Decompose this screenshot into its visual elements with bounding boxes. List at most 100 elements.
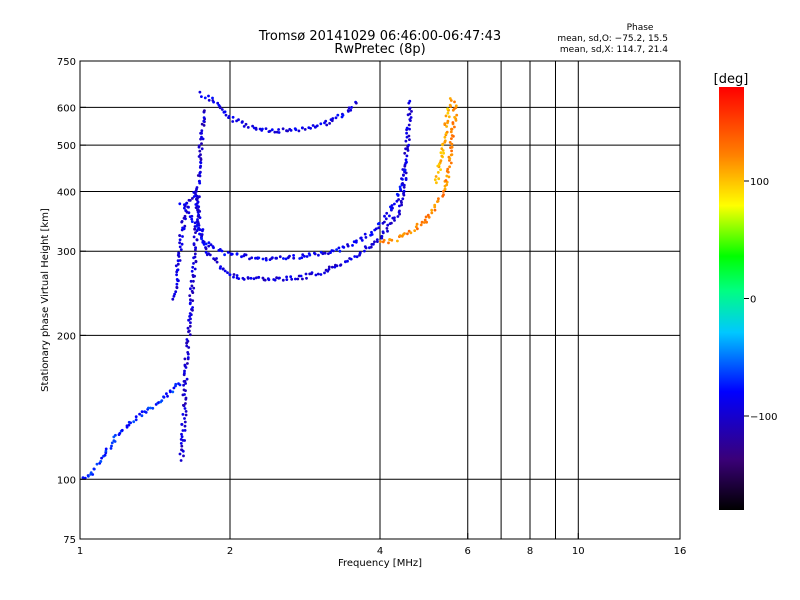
data-point <box>290 277 294 281</box>
data-point <box>209 243 213 247</box>
data-point <box>176 259 180 263</box>
data-point <box>337 246 341 250</box>
data-point <box>113 440 117 443</box>
data-point <box>175 278 179 281</box>
data-point <box>442 151 445 155</box>
data-point <box>184 413 188 417</box>
data-point <box>191 197 194 200</box>
data-point <box>251 124 255 128</box>
data-point <box>201 228 205 231</box>
data-point <box>403 151 407 155</box>
data-point <box>351 244 354 247</box>
data-point <box>100 456 103 460</box>
data-point <box>179 459 183 462</box>
data-point <box>299 274 303 278</box>
data-point <box>187 346 191 349</box>
data-point <box>235 252 239 256</box>
data-point <box>446 167 450 171</box>
data-point <box>216 101 220 105</box>
data-point <box>405 160 408 164</box>
data-point <box>254 256 257 260</box>
data-point <box>443 135 447 139</box>
data-point <box>443 122 447 126</box>
data-point <box>174 382 178 386</box>
data-point <box>184 382 188 385</box>
data-point <box>196 220 200 224</box>
data-point <box>294 128 298 132</box>
data-point <box>189 298 192 302</box>
data-point <box>383 220 386 224</box>
data-point <box>246 277 250 280</box>
data-point <box>423 218 427 222</box>
data-point <box>89 471 93 474</box>
data-point <box>178 234 182 238</box>
data-point <box>190 217 194 221</box>
data-point <box>194 206 198 210</box>
data-point <box>284 257 288 261</box>
data-point <box>244 253 248 257</box>
data-point <box>445 183 449 187</box>
data-point <box>188 329 191 333</box>
data-point <box>231 120 235 123</box>
data-point <box>222 110 226 114</box>
data-point <box>349 257 353 261</box>
data-point <box>406 232 409 236</box>
data-point <box>398 234 402 238</box>
data-point <box>172 294 176 298</box>
data-point <box>212 100 216 104</box>
data-point <box>398 209 401 213</box>
data-point <box>400 234 404 238</box>
data-point <box>203 109 206 112</box>
data-point <box>297 129 301 133</box>
data-point <box>408 127 411 131</box>
data-point <box>223 269 227 273</box>
data-point <box>182 454 185 458</box>
data-point <box>303 254 306 258</box>
data-point <box>230 252 234 256</box>
data-point <box>185 377 189 381</box>
data-point <box>92 467 96 471</box>
data-point <box>415 222 419 226</box>
data-point <box>248 257 251 261</box>
data-point <box>175 285 179 289</box>
data-point <box>390 204 394 207</box>
data-point <box>275 276 278 280</box>
data-point <box>189 301 192 305</box>
data-point <box>450 145 454 149</box>
data-point <box>425 220 428 224</box>
data-point <box>404 139 408 143</box>
data-point <box>313 251 316 255</box>
data-point <box>346 109 350 112</box>
data-point <box>385 227 389 230</box>
data-point <box>199 153 202 157</box>
data-point <box>450 134 454 137</box>
data-point <box>86 474 90 477</box>
data-point <box>406 113 410 117</box>
data-point <box>328 122 331 125</box>
data-point <box>189 317 192 321</box>
data-point <box>448 97 452 100</box>
data-point <box>448 165 451 169</box>
data-point <box>218 266 222 270</box>
data-point <box>402 174 405 177</box>
data-point <box>347 106 351 110</box>
data-point <box>278 255 282 259</box>
data-point <box>390 221 393 225</box>
data-point <box>178 202 182 206</box>
data-point <box>199 160 202 164</box>
y-tick-label: 500 <box>57 141 76 152</box>
data-point <box>186 326 190 330</box>
colorbar <box>719 87 744 510</box>
data-point <box>393 216 396 220</box>
data-point <box>422 221 426 224</box>
data-point <box>391 206 394 210</box>
data-point <box>200 142 203 146</box>
data-point <box>193 227 197 231</box>
data-point <box>379 240 382 244</box>
data-point <box>453 115 456 119</box>
data-point <box>346 259 349 263</box>
data-point <box>448 103 452 107</box>
data-point <box>433 208 437 212</box>
data-point <box>198 179 201 183</box>
data-point <box>442 193 445 197</box>
